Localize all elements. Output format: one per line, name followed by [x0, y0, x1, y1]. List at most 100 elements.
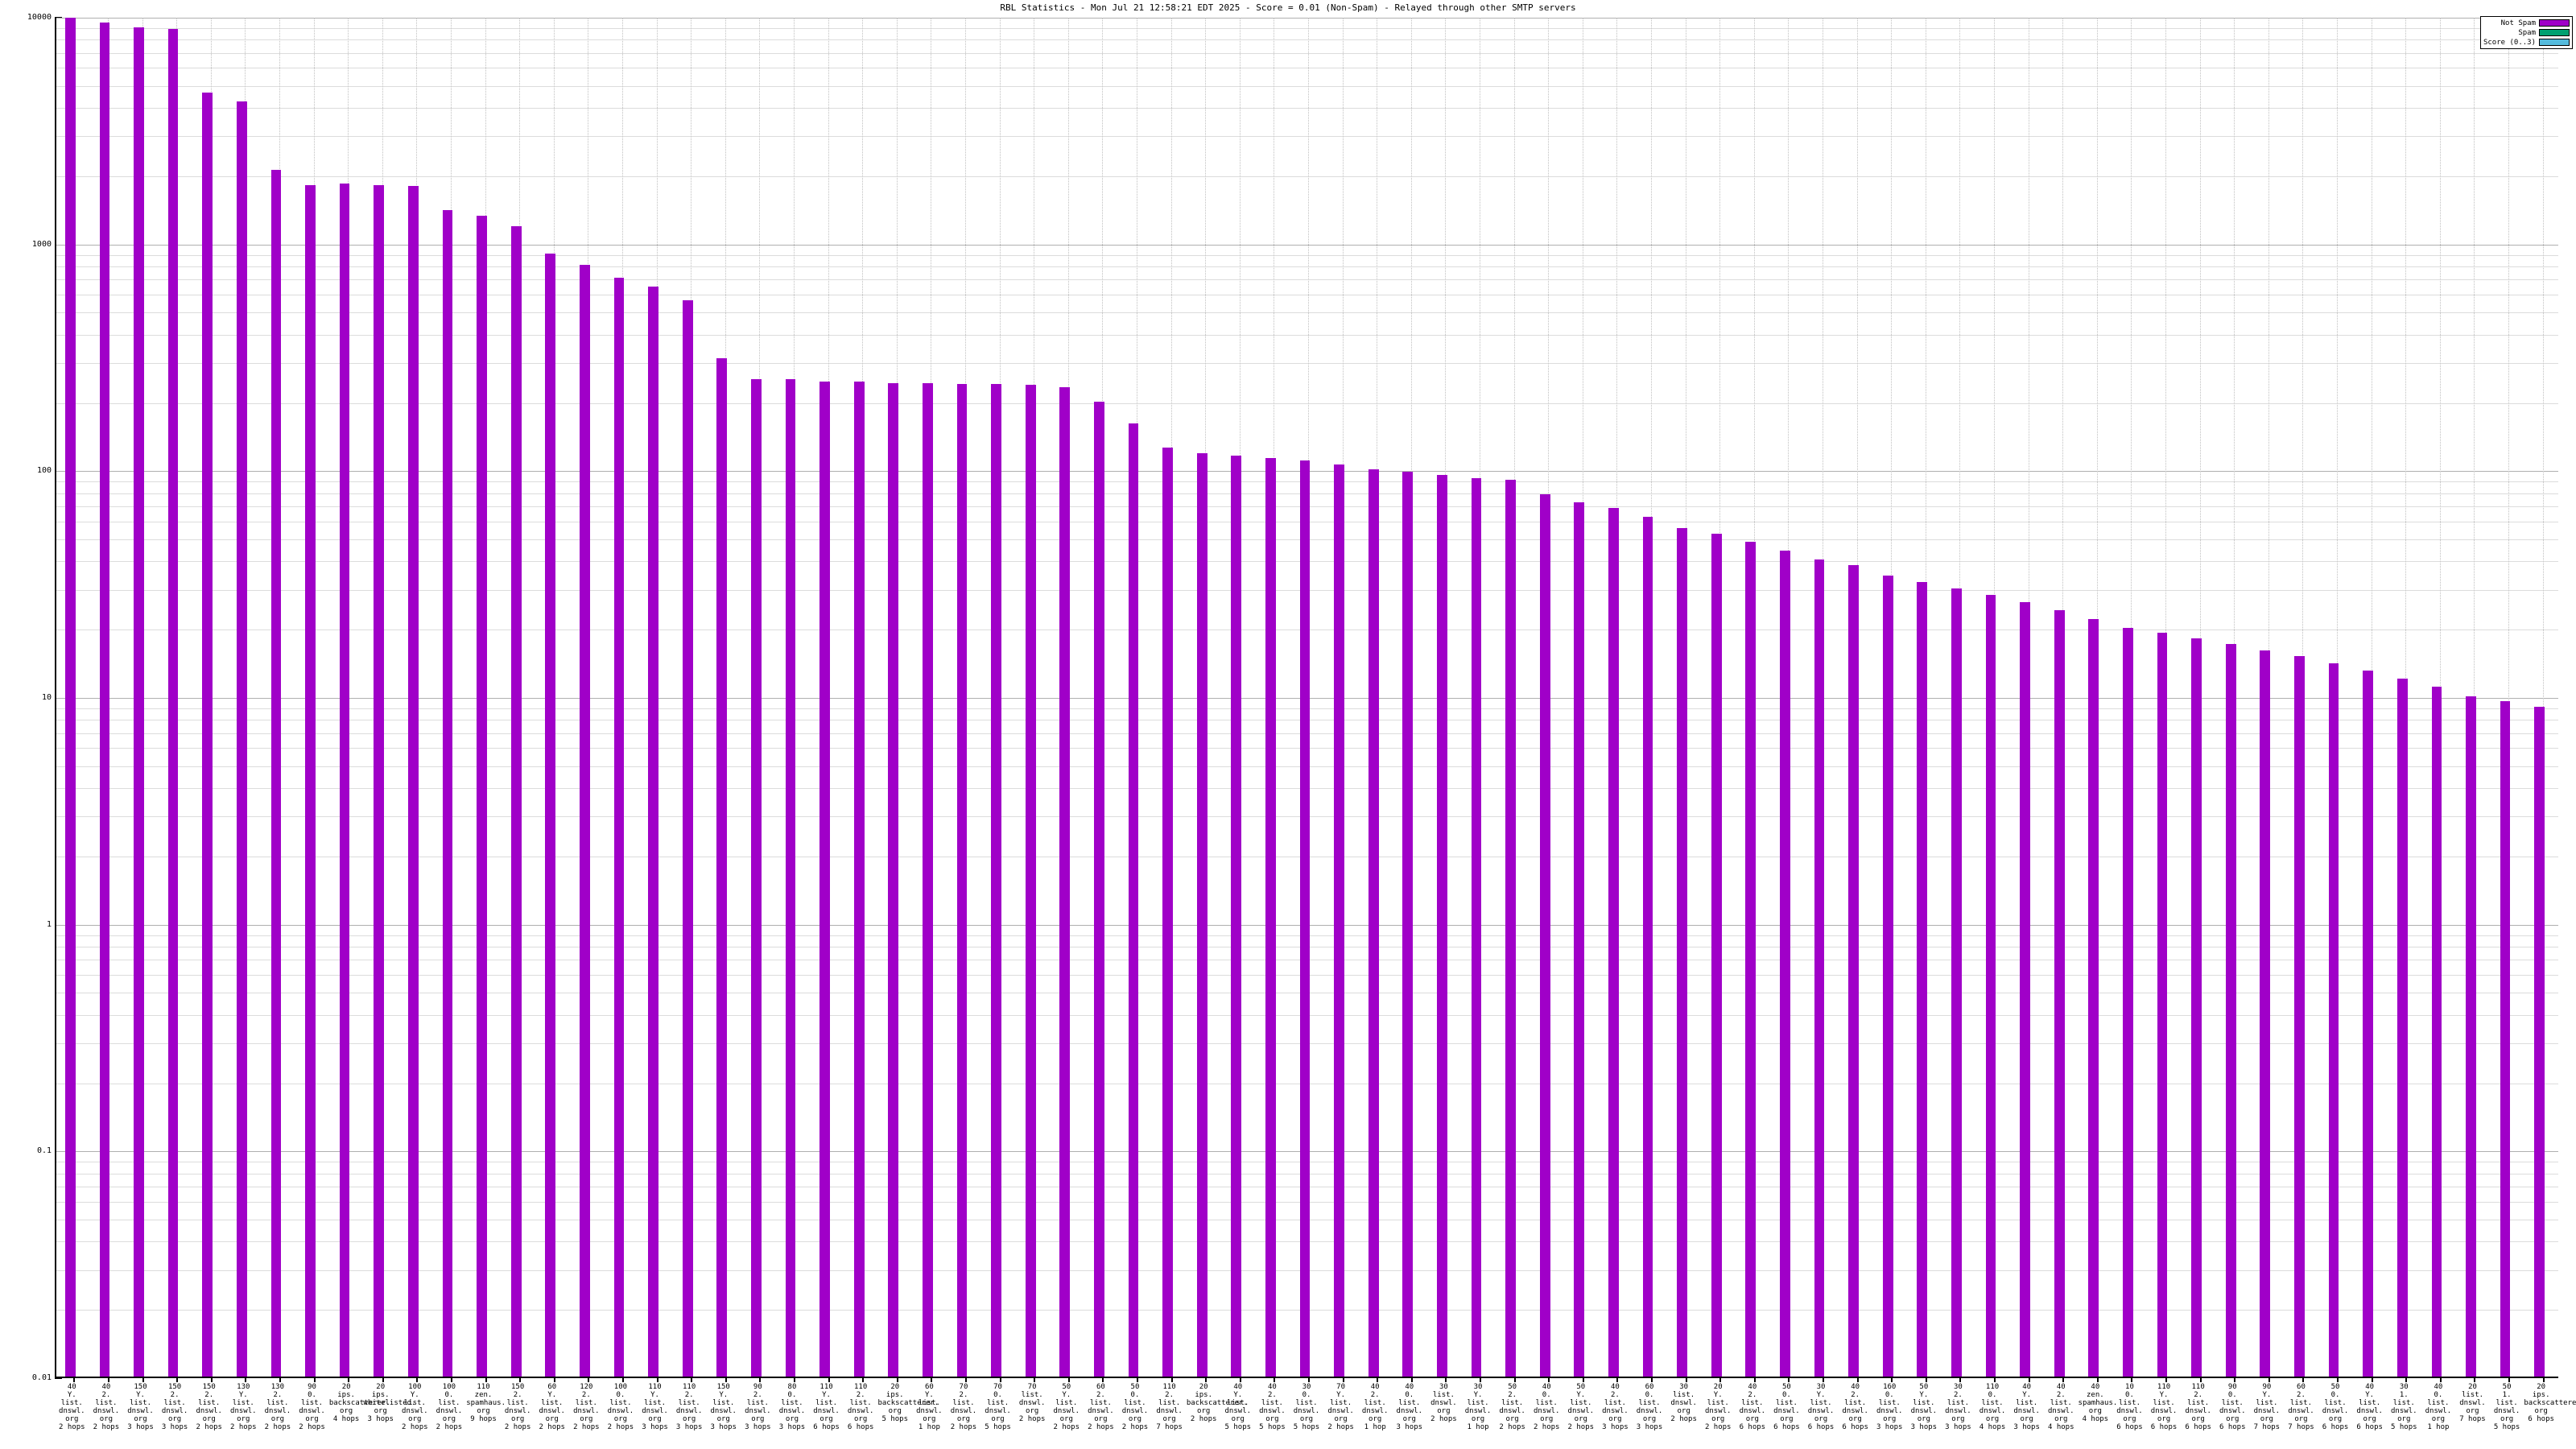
y-axis-tick-label: 0.01 — [31, 1373, 52, 1382]
x-axis-tick-mark — [1926, 1377, 1927, 1382]
x-axis-tick-label: 110 zen. spamhaus. org 9 hops — [466, 1383, 506, 1423]
bar — [819, 381, 830, 1377]
bar — [1505, 480, 1516, 1377]
legend-item: Not Spam — [2483, 19, 2570, 27]
x-axis-tick-label: 30 list. dnswl. org 2 hops — [1430, 1383, 1457, 1423]
bar — [270, 169, 282, 1377]
legend-label: Not Spam — [2500, 19, 2536, 27]
x-axis-tick-mark — [1137, 1377, 1138, 1382]
bar — [1608, 507, 1619, 1377]
x-axis-tick-mark — [108, 1377, 109, 1382]
x-axis-tick-label: 30 0. list. dnswl. org 5 hops — [1293, 1383, 1320, 1431]
x-axis-tick-label: 50 2. list. dnswl. org 2 hops — [1499, 1383, 1525, 1431]
x-axis-tick-mark — [2165, 1377, 2167, 1382]
x-axis-tick-label: 110 2. list. dnswl. org 7 hops — [1156, 1383, 1183, 1431]
gridline-major — [56, 244, 2558, 246]
x-axis-tick-mark — [1068, 1377, 1070, 1382]
bar — [1025, 385, 1036, 1377]
bar — [2466, 696, 2476, 1377]
x-axis-tick-mark — [2543, 1377, 2545, 1382]
x-axis-tick-label: 60 2. list. dnswl. org 2 hops — [1088, 1383, 1114, 1431]
bar — [2294, 656, 2305, 1377]
x-axis-tick-mark — [142, 1377, 144, 1382]
bar — [2363, 670, 2374, 1377]
x-axis-tick-mark — [1308, 1377, 1310, 1382]
x-axis-tick-label: 160 0. list. dnswl. org 3 hops — [1876, 1383, 1903, 1431]
x-axis-tick-label: 50 Y. list. dnswl. org 2 hops — [1567, 1383, 1595, 1431]
bar — [785, 379, 796, 1377]
x-axis-tick-mark — [862, 1377, 864, 1382]
x-axis-tick-mark — [2234, 1377, 2235, 1382]
x-axis-tick-label: 20 ips. whitelisted. org 3 hops — [363, 1383, 416, 1423]
bar — [236, 101, 247, 1377]
x-axis-tick-mark — [245, 1377, 246, 1382]
bar — [1299, 460, 1311, 1377]
bar — [1951, 588, 1962, 1377]
bar — [648, 287, 658, 1377]
x-axis-tick-mark — [1616, 1377, 1618, 1382]
x-axis-tick-mark — [1719, 1377, 1721, 1382]
plot-area — [55, 18, 2558, 1382]
x-axis-tick-mark — [622, 1377, 624, 1382]
bar — [2020, 602, 2031, 1377]
x-axis-tick-mark — [314, 1377, 316, 1382]
x-axis-tick-mark — [348, 1377, 349, 1382]
legend-item: Spam — [2483, 28, 2570, 37]
x-axis-tick-mark — [451, 1377, 452, 1382]
bar — [1093, 401, 1104, 1377]
x-axis-tick-mark — [211, 1377, 213, 1382]
gridline-minor — [56, 27, 2558, 29]
x-axis-tick-mark — [519, 1377, 521, 1382]
bar — [1882, 576, 1893, 1377]
plot-inner — [56, 18, 2558, 1377]
x-axis-tick-label: 60 0. list. dnswl. org 3 hops — [1636, 1383, 1663, 1431]
x-axis-tick-mark — [416, 1377, 418, 1382]
gridline-minor — [56, 402, 2558, 404]
bar — [374, 184, 385, 1377]
x-axis-tick-mark — [73, 1377, 75, 1382]
bar — [2260, 650, 2271, 1377]
legend-swatch-spam — [2539, 29, 2570, 36]
bar — [1642, 516, 1653, 1377]
bar — [1059, 387, 1071, 1377]
x-axis-tick-mark — [2302, 1377, 2304, 1382]
bar — [510, 226, 522, 1377]
x-axis-tick-mark — [1994, 1377, 1996, 1382]
x-axis-tick-label: 40 2. list. dnswl. org 6 hops — [1842, 1383, 1868, 1431]
x-axis-tick-mark — [828, 1377, 830, 1382]
x-axis-tick-label: 120 2. list. dnswl. org 2 hops — [573, 1383, 600, 1431]
legend-label: Spam — [2518, 28, 2536, 37]
x-axis-tick-mark — [1343, 1377, 1344, 1382]
x-axis-tick-label: 70 2. list. dnswl. org 2 hops — [950, 1383, 977, 1431]
x-axis-tick-label: 110 0. list. dnswl. org 4 hops — [1979, 1383, 2006, 1431]
x-axis-tick-label: 50 0. list. dnswl. org 6 hops — [1773, 1383, 1800, 1431]
x-axis-tick-label: 100 0. list. dnswl. org 2 hops — [607, 1383, 634, 1431]
bar — [750, 379, 762, 1377]
chart-title: RBL Statistics - Mon Jul 21 12:58:21 EDT… — [1000, 2, 1576, 13]
bar — [442, 209, 453, 1377]
x-axis-tick-label: 20 Y. list. dnswl. org 2 hops — [1704, 1383, 1732, 1431]
x-axis-tick-label: 60 Y. list. dnswl. org 1 hop — [916, 1383, 943, 1431]
x-axis-tick-mark — [1102, 1377, 1104, 1382]
x-axis-tick-mark — [897, 1377, 898, 1382]
x-axis-tick-label: 10 0. list. dnswl. org 6 hops — [2116, 1383, 2143, 1431]
x-axis-tick-mark — [1891, 1377, 1893, 1382]
bar — [545, 253, 556, 1377]
x-axis-tick-label: 50 0. list. dnswl. org 2 hops — [1121, 1383, 1149, 1431]
x-axis-tick-label: 50 Y. list. dnswl. org 2 hops — [1053, 1383, 1080, 1431]
x-axis-tick-mark — [2062, 1377, 2064, 1382]
x-axis-tick-mark — [485, 1377, 487, 1382]
bar — [2534, 706, 2545, 1377]
bar — [922, 383, 933, 1377]
legend-label: Score (0..3) — [2483, 38, 2536, 47]
x-axis-tick-label: 100 0. list. dnswl. org 2 hops — [436, 1383, 463, 1431]
legend-swatch-score — [2539, 39, 2570, 46]
bar — [2396, 678, 2408, 1377]
x-axis-tick-mark — [759, 1377, 761, 1382]
x-axis-tick-label: 40 2. list. dnswl. org 1 hop — [1361, 1383, 1389, 1431]
x-axis-tick-label: 60 2. list. dnswl. org 7 hops — [2288, 1383, 2314, 1431]
x-axis-tick-mark — [1205, 1377, 1207, 1382]
x-axis-tick-mark — [965, 1377, 967, 1382]
